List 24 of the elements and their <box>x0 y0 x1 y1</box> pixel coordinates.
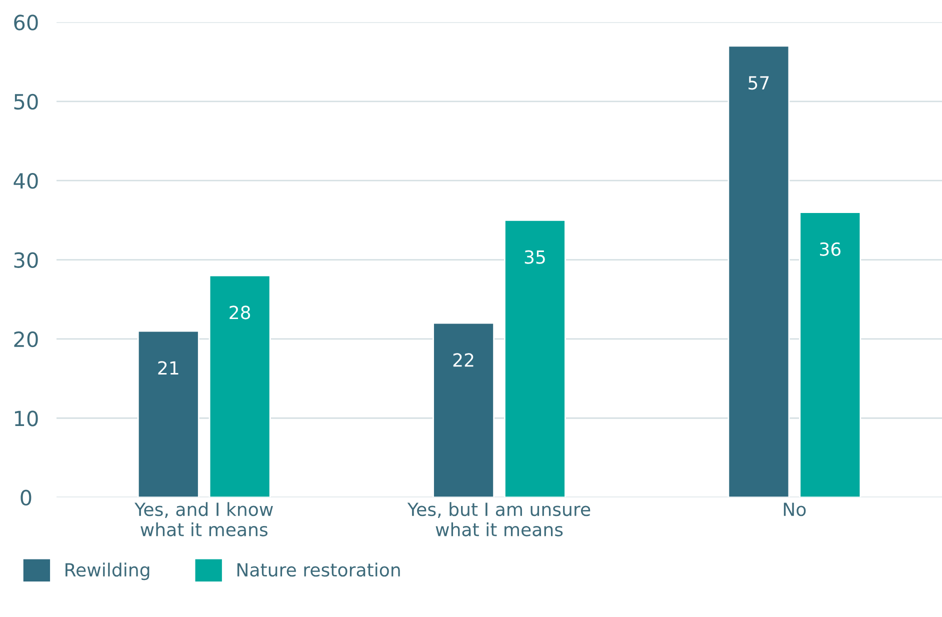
data-label: 21 <box>158 361 178 374</box>
bar <box>137 330 200 498</box>
x-tick-label: Yes, but I am unsure what it means <box>407 502 590 536</box>
y-tick-label: 30 <box>14 252 38 268</box>
y-tick-label: 60 <box>14 14 38 30</box>
y-tick-label: 20 <box>14 331 38 348</box>
data-label: 22 <box>453 353 474 367</box>
bar <box>504 219 566 498</box>
y-tick-label: 40 <box>14 173 38 189</box>
x-tick-label: No <box>784 502 806 516</box>
x-tick-label: Yes, and I know what it means <box>134 502 273 536</box>
bar <box>728 45 790 498</box>
bar <box>432 322 494 498</box>
y-tick-label: 10 <box>15 410 38 426</box>
y-tick-label: 0 <box>20 490 32 506</box>
legend-label: Nature restoration <box>237 562 400 577</box>
bar <box>208 274 271 498</box>
data-label: 36 <box>820 242 840 256</box>
y-tick-label: 50 <box>14 94 38 110</box>
data-label: 28 <box>230 306 250 320</box>
data-label: 35 <box>524 250 545 264</box>
bar <box>799 212 862 498</box>
data-label: 57 <box>748 76 769 90</box>
legend-label: Rewilding <box>66 562 150 580</box>
